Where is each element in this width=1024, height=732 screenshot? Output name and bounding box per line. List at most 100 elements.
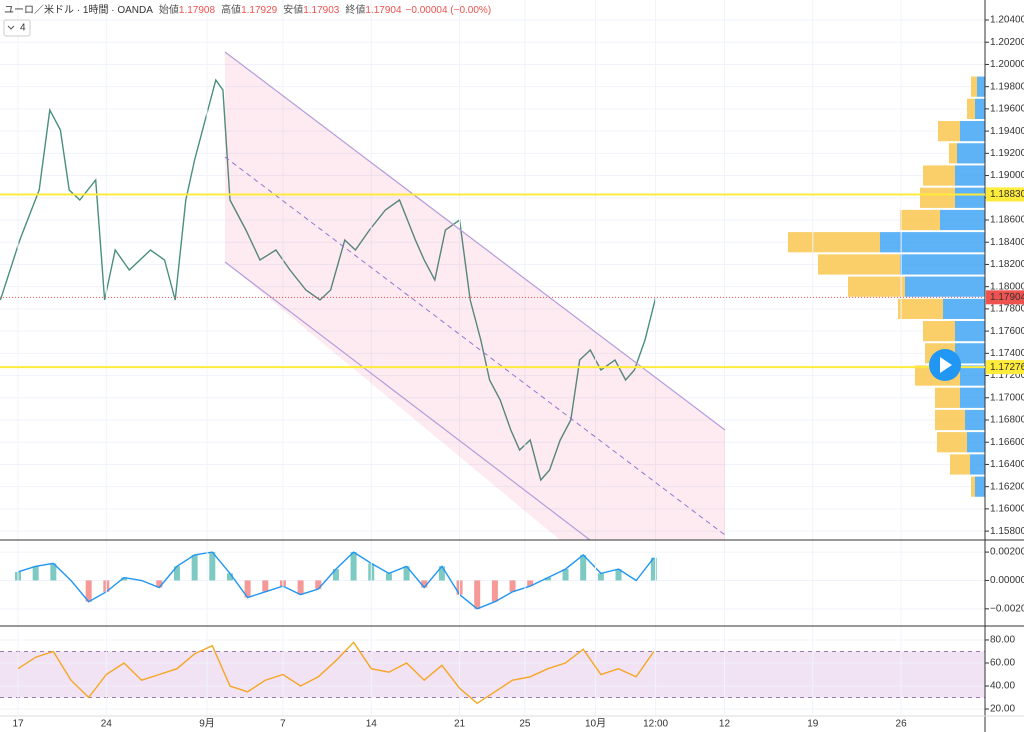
y-tick-label: 0.00000 <box>990 575 1024 586</box>
profile-up <box>975 98 985 119</box>
profile-down <box>971 76 977 97</box>
histogram-bar <box>509 580 516 592</box>
histogram-bar <box>315 580 322 589</box>
profile-up <box>955 165 985 186</box>
profile-up <box>977 76 985 97</box>
ohlc-value: 1.17929 <box>241 5 278 16</box>
y-tick-label: 0.00200 <box>990 547 1024 558</box>
channel-fill <box>225 52 725 540</box>
y-tick-label: 1.15800 <box>990 526 1024 537</box>
histogram-bar <box>262 580 269 592</box>
y-tick-label: 80.00 <box>990 635 1015 646</box>
x-tick-label: 26 <box>896 719 908 730</box>
ohlc-name: 安値 <box>283 3 303 16</box>
x-tick-label: 10月 <box>585 718 606 730</box>
y-tick-label: 1.17200 <box>990 370 1024 381</box>
profile-down <box>937 432 967 453</box>
x-tick-label: 21 <box>454 719 466 730</box>
y-tick-label: 1.19000 <box>990 170 1024 181</box>
x-tick-label: 19 <box>807 719 819 730</box>
ohlc-name: 始値 <box>159 3 179 16</box>
y-tick-label: 1.16000 <box>990 504 1024 515</box>
y-tick-label: 1.20200 <box>990 37 1024 48</box>
profile-up <box>957 143 985 164</box>
profile-down <box>949 143 957 164</box>
histogram-bar <box>226 573 233 581</box>
profile-down <box>898 298 943 319</box>
profile-down <box>935 387 960 408</box>
last-price-bg <box>986 290 1024 305</box>
y-tick-label: 1.18400 <box>990 237 1024 248</box>
histogram-bar <box>580 554 587 581</box>
histogram-bar <box>50 563 57 581</box>
profile-up <box>960 121 985 142</box>
y-tick-label: 1.17600 <box>990 326 1024 337</box>
overlay-layer: 1.15800 1.16000 1.16200 1.16400 1.16600 1.168… <box>0 3 1024 730</box>
histogram-bar <box>544 577 551 581</box>
x-tick-label: 17 <box>12 719 24 730</box>
ohlc-name: 終値 <box>345 3 365 16</box>
profile-down <box>818 254 900 275</box>
y-tick-label: 1.20000 <box>990 59 1024 70</box>
level-label: 1.18830 <box>990 189 1024 200</box>
x-tick-label: 24 <box>101 719 113 730</box>
y-tick-label: 1.20400 <box>990 15 1024 26</box>
profile-down <box>935 409 965 431</box>
y-tick-label: 1.16600 <box>990 437 1024 448</box>
channel-mid <box>224 156 726 536</box>
histogram-bar <box>173 566 180 581</box>
profile-up <box>975 476 985 497</box>
profile-down <box>923 321 955 342</box>
rsi-band <box>0 651 985 698</box>
x-tick-label: 9月 <box>199 718 215 730</box>
histogram-bar <box>297 580 304 595</box>
histogram-bar <box>32 566 39 581</box>
profile-down <box>788 232 880 253</box>
level-label: 1.17276 <box>990 362 1024 373</box>
y-tick-label: 1.19400 <box>990 126 1024 137</box>
profile-down <box>971 476 975 497</box>
histogram-bar <box>562 569 569 581</box>
profile-down <box>950 454 970 475</box>
y-tick-label: 1.16800 <box>990 415 1024 426</box>
y-tick-label: 1.19200 <box>990 148 1024 159</box>
y-tick-label: 1.17800 <box>990 304 1024 315</box>
y-tick-label: −0.00200 <box>990 603 1024 614</box>
y-tick-label: 1.16400 <box>990 459 1024 470</box>
profile-up <box>900 254 985 275</box>
histogram-bar <box>191 554 198 581</box>
ohlc-value: 1.17904 <box>365 5 402 16</box>
y-tick-label: 1.16200 <box>990 481 1024 492</box>
profile-down <box>900 209 940 231</box>
y-tick-label: 1.18000 <box>990 281 1024 292</box>
x-tick-label: 12 <box>719 719 731 730</box>
profile-up <box>955 187 985 208</box>
histogram-bar <box>403 566 410 581</box>
profile-up <box>940 209 985 231</box>
histogram-bar <box>332 569 339 581</box>
level-label-bg <box>986 187 1024 202</box>
profile-up <box>880 232 985 253</box>
x-tick-label: 14 <box>366 719 378 730</box>
change: −0.00004 (−0.00%) <box>406 5 492 16</box>
y-tick-label: 1.18200 <box>990 259 1024 270</box>
level-label-bg <box>986 360 1024 375</box>
channel-lower <box>224 261 591 541</box>
ohlc-name: 高値 <box>221 3 241 16</box>
ohlc-value: 1.17908 <box>179 5 216 16</box>
profile-down <box>923 165 955 186</box>
histogram-bar <box>85 580 92 602</box>
indicator-count: 4 <box>20 23 26 34</box>
profile-up <box>970 454 985 475</box>
y-tick-label: 40.00 <box>990 681 1015 692</box>
histogram-bar <box>156 580 163 588</box>
profile-up <box>955 343 985 364</box>
profile-down <box>920 187 955 208</box>
histogram-bar <box>385 573 392 581</box>
histogram-bar <box>650 557 657 581</box>
histogram-bar <box>597 573 604 581</box>
y-tick-label: 1.17400 <box>990 348 1024 359</box>
histogram-bar <box>120 577 127 581</box>
indicator-badge[interactable] <box>3 19 31 37</box>
